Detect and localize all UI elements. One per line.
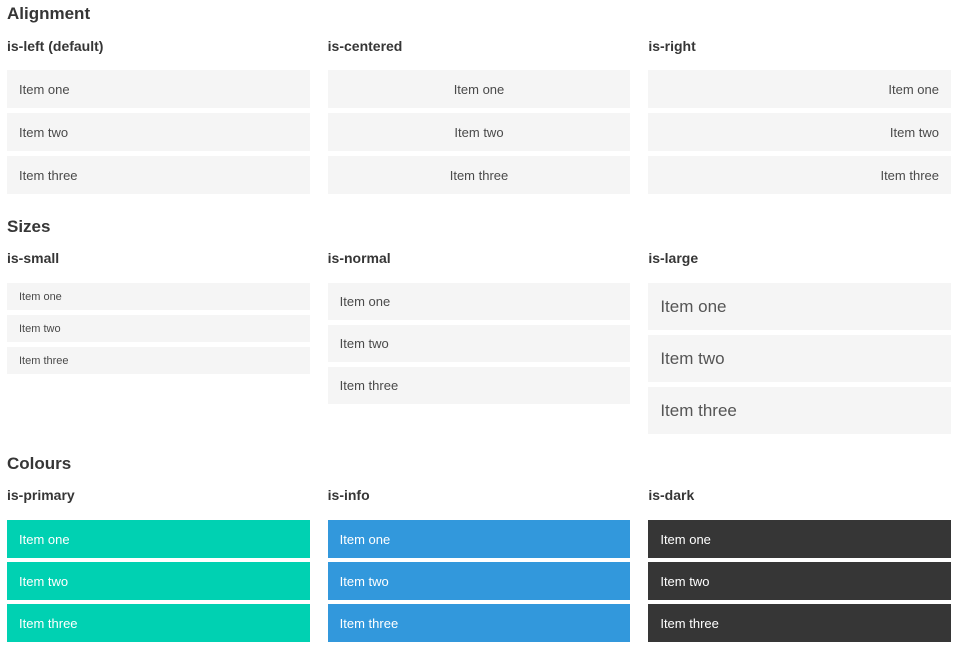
list-item[interactable]: Item two [327,325,631,362]
list-item[interactable]: Item three [7,347,310,374]
section-title-colours: Colours [7,454,72,473]
list-item[interactable]: Item three [648,387,951,434]
list-item[interactable]: Item three [327,604,631,642]
variant-column-is-large: is-large Item one Item two Item three [648,237,951,434]
list-item[interactable]: Item one [648,283,951,330]
variant-label: is-primary [7,487,75,503]
list-item[interactable]: Item one [327,283,631,320]
list-item[interactable]: Item three [7,156,310,194]
variant-column-is-normal: is-normal Item one Item two Item three [327,237,631,434]
demo-list-centered: Item one Item two Item three [327,70,631,194]
list-item[interactable]: Item one [327,520,631,558]
list-item[interactable]: Item three [327,156,631,194]
variant-column-is-dark: is-dark Item one Item two Item three [648,474,951,646]
list-item[interactable]: Item three [648,156,951,194]
demo-list-info: Item one Item two Item three [327,520,631,642]
variant-column-is-primary: is-primary Item one Item two Item three [7,474,310,646]
variant-column-is-centered: is-centered Item one Item two Item three [327,24,631,194]
list-item[interactable]: Item one [648,70,951,108]
list-item[interactable]: Item three [327,367,631,404]
variant-label: is-normal [327,250,391,266]
demo-list-large: Item one Item two Item three [648,283,951,434]
list-item[interactable]: Item two [7,562,310,600]
section-title-alignment: Alignment [7,4,91,23]
variant-column-is-right: is-right Item one Item two Item three [648,24,951,194]
demo-list-left: Item one Item two Item three [7,70,310,194]
variant-column-is-small: is-small Item one Item two Item three [7,237,310,434]
variant-column-is-info: is-info Item one Item two Item three [327,474,631,646]
variant-label: is-large [648,250,699,266]
list-item[interactable]: Item two [7,315,310,342]
variant-label: is-info [327,487,370,503]
demo-list-dark: Item one Item two Item three [648,520,951,642]
list-item[interactable]: Item two [327,562,631,600]
list-item[interactable]: Item one [648,520,951,558]
list-item[interactable]: Item two [7,113,310,151]
variant-column-is-left: is-left (default) Item one Item two Item… [7,24,310,194]
list-item[interactable]: Item one [7,520,310,558]
demo-list-normal: Item one Item two Item three [327,283,631,404]
list-item[interactable]: Item three [7,604,310,642]
demo-list-primary: Item one Item two Item three [7,520,310,642]
variant-label: is-centered [327,38,403,54]
list-item[interactable]: Item one [7,283,310,310]
variant-label: is-left (default) [7,38,104,54]
list-item[interactable]: Item two [327,113,631,151]
variant-label: is-dark [648,487,695,503]
section-sizes: is-small Item one Item two Item three is… [7,237,951,434]
list-item[interactable]: Item three [648,604,951,642]
variant-label: is-small [7,250,60,266]
list-item[interactable]: Item two [648,113,951,151]
list-item[interactable]: Item two [648,335,951,382]
section-title-sizes: Sizes [7,217,51,236]
list-item[interactable]: Item two [648,562,951,600]
demo-list-small: Item one Item two Item three [7,283,310,374]
section-colours: is-primary Item one Item two Item three … [7,474,951,646]
demo-list-right: Item one Item two Item three [648,70,951,194]
variant-label: is-right [648,38,696,54]
list-item[interactable]: Item one [327,70,631,108]
list-item[interactable]: Item one [7,70,310,108]
section-alignment: is-left (default) Item one Item two Item… [7,24,951,194]
